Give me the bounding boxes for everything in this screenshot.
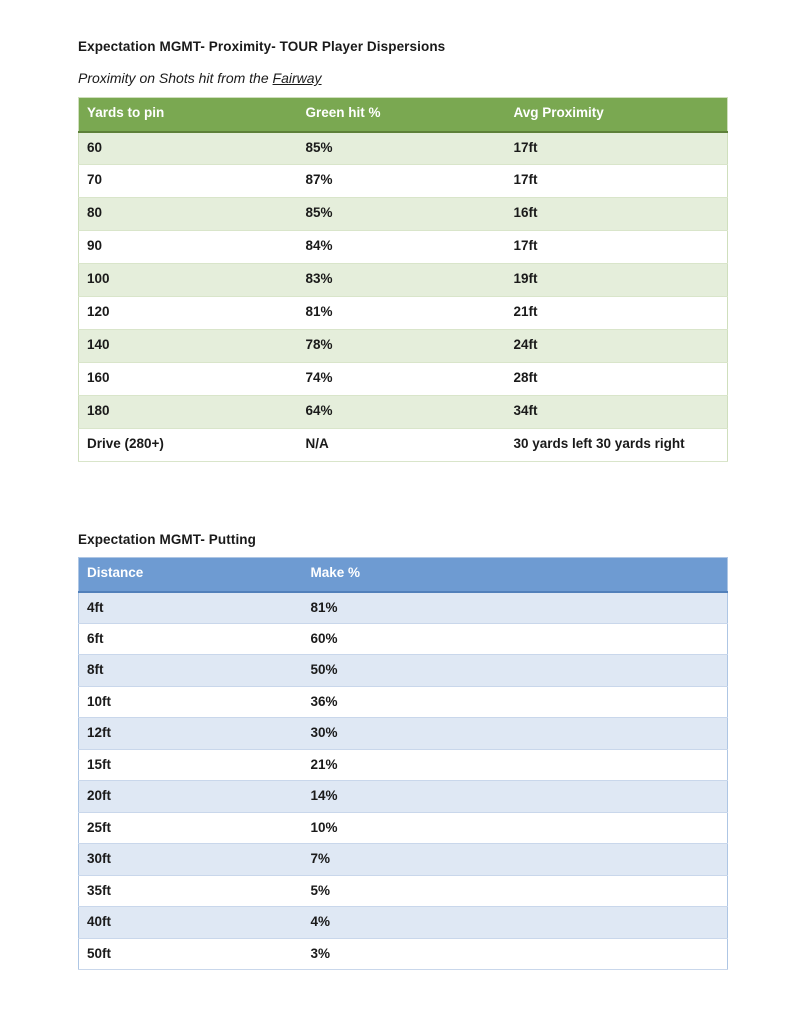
table-cell: Drive (280+) [78, 428, 298, 462]
table-row: 20ft 14% [78, 780, 728, 813]
table-cell: 7% [302, 843, 728, 876]
proximity-table-header-row: Yards to pin Green hit % Avg Proximity [78, 97, 728, 133]
table-cell: 16ft [505, 197, 728, 231]
table-cell: 78% [297, 329, 506, 363]
table-row: 120 81% 21ft [78, 296, 728, 330]
table-row: 160 74% 28ft [78, 362, 728, 396]
putting-table: Distance Make % 4ft 81% 6ft 60% 8ft 50% 10ft 36%… [78, 557, 728, 970]
table-cell: 17ft [505, 164, 728, 198]
table-cell: 5% [302, 875, 728, 907]
table-cell: 50ft [78, 938, 303, 970]
table-row: 10ft 36% [78, 686, 728, 718]
table-cell: 4ft [78, 591, 303, 624]
table-row: 90 84% 17ft [78, 230, 728, 264]
table-cell: 100 [78, 263, 298, 297]
table-row: 180 64% 34ft [78, 395, 728, 429]
table-cell: 4% [302, 906, 728, 939]
table-row: 100 83% 19ft [78, 263, 728, 297]
table-cell: 81% [297, 296, 506, 330]
section-spacer [78, 462, 727, 531]
table-cell: 36% [302, 686, 728, 718]
table-cell: 19ft [505, 263, 728, 297]
table-cell: 85% [297, 197, 506, 231]
table-row: 6ft 60% [78, 623, 728, 655]
table-cell: 50% [302, 654, 728, 687]
table-cell: 10% [302, 812, 728, 844]
table-cell: 8ft [78, 654, 303, 687]
putting-section-title: Expectation MGMT- Putting [78, 532, 256, 547]
column-header: Distance [78, 557, 303, 593]
putting-table-header-row: Distance Make % [78, 557, 728, 593]
table-cell: 21ft [505, 296, 728, 330]
table-cell: 84% [297, 230, 506, 264]
column-header: Green hit % [297, 97, 506, 133]
table-cell: 160 [78, 362, 298, 396]
table-cell: N/A [297, 428, 506, 462]
table-cell: 74% [297, 362, 506, 396]
table-row: 60 85% 17ft [78, 131, 728, 165]
table-cell: 15ft [78, 749, 303, 781]
table-cell: 35ft [78, 875, 303, 907]
table-cell: 83% [297, 263, 506, 297]
table-cell: 28ft [505, 362, 728, 396]
table-row: 15ft 21% [78, 749, 728, 781]
table-cell: 87% [297, 164, 506, 198]
table-row: 80 85% 16ft [78, 197, 728, 231]
table-row: 35ft 5% [78, 875, 728, 907]
table-cell: 60% [302, 623, 728, 655]
table-cell: 20ft [78, 780, 303, 813]
table-row: 70 87% 17ft [78, 164, 728, 198]
table-cell: 30ft [78, 843, 303, 876]
table-cell: 12ft [78, 717, 303, 750]
table-row: 8ft 50% [78, 654, 728, 687]
table-cell: 21% [302, 749, 728, 781]
table-cell: 90 [78, 230, 298, 264]
column-header: Yards to pin [78, 97, 298, 133]
table-cell: 64% [297, 395, 506, 429]
table-cell: 80 [78, 197, 298, 231]
table-row: Drive (280+) N/A 30 yards left 30 yards ri… [78, 428, 728, 462]
table-row: 4ft 81% [78, 591, 728, 624]
table-cell: 30% [302, 717, 728, 750]
document-content: Expectation MGMT- Proximity- TOUR Player… [78, 38, 728, 970]
table-row: 30ft 7% [78, 843, 728, 876]
table-row: 140 78% 24ft [78, 329, 728, 363]
table-cell: 70 [78, 164, 298, 198]
table-cell: 17ft [505, 230, 728, 264]
table-cell: 10ft [78, 686, 303, 718]
table-row: 40ft 4% [78, 906, 728, 939]
table-cell: 24ft [505, 329, 728, 363]
column-header: Avg Proximity [505, 97, 728, 133]
subtitle-text: Proximity on Shots hit from the [78, 70, 273, 86]
table-cell: 120 [78, 296, 298, 330]
table-cell: 30 yards left 30 yards right [505, 428, 728, 462]
column-header: Make % [302, 557, 728, 593]
table-row: 25ft 10% [78, 812, 728, 844]
proximity-section-title: Expectation MGMT- Proximity- TOUR Player… [78, 39, 446, 54]
subtitle-underlined-word: Fairway [272, 70, 322, 86]
table-cell: 40ft [78, 906, 303, 939]
table-cell: 14% [302, 780, 728, 813]
table-cell: 180 [78, 395, 298, 429]
table-cell: 6ft [78, 623, 303, 655]
table-row: 50ft 3% [78, 938, 728, 970]
table-cell: 34ft [505, 395, 728, 429]
table-cell: 85% [297, 131, 506, 165]
proximity-table: Yards to pin Green hit % Avg Proximity 60 8… [78, 97, 728, 462]
table-row: 12ft 30% [78, 717, 728, 750]
table-cell: 25ft [78, 812, 303, 844]
table-cell: 81% [302, 591, 728, 624]
table-cell: 17ft [505, 131, 728, 165]
table-cell: 3% [302, 938, 728, 970]
table-cell: 60 [78, 131, 298, 165]
table-cell: 140 [78, 329, 298, 363]
proximity-section-subtitle: Proximity on Shots hit from the Fairway [78, 69, 727, 87]
